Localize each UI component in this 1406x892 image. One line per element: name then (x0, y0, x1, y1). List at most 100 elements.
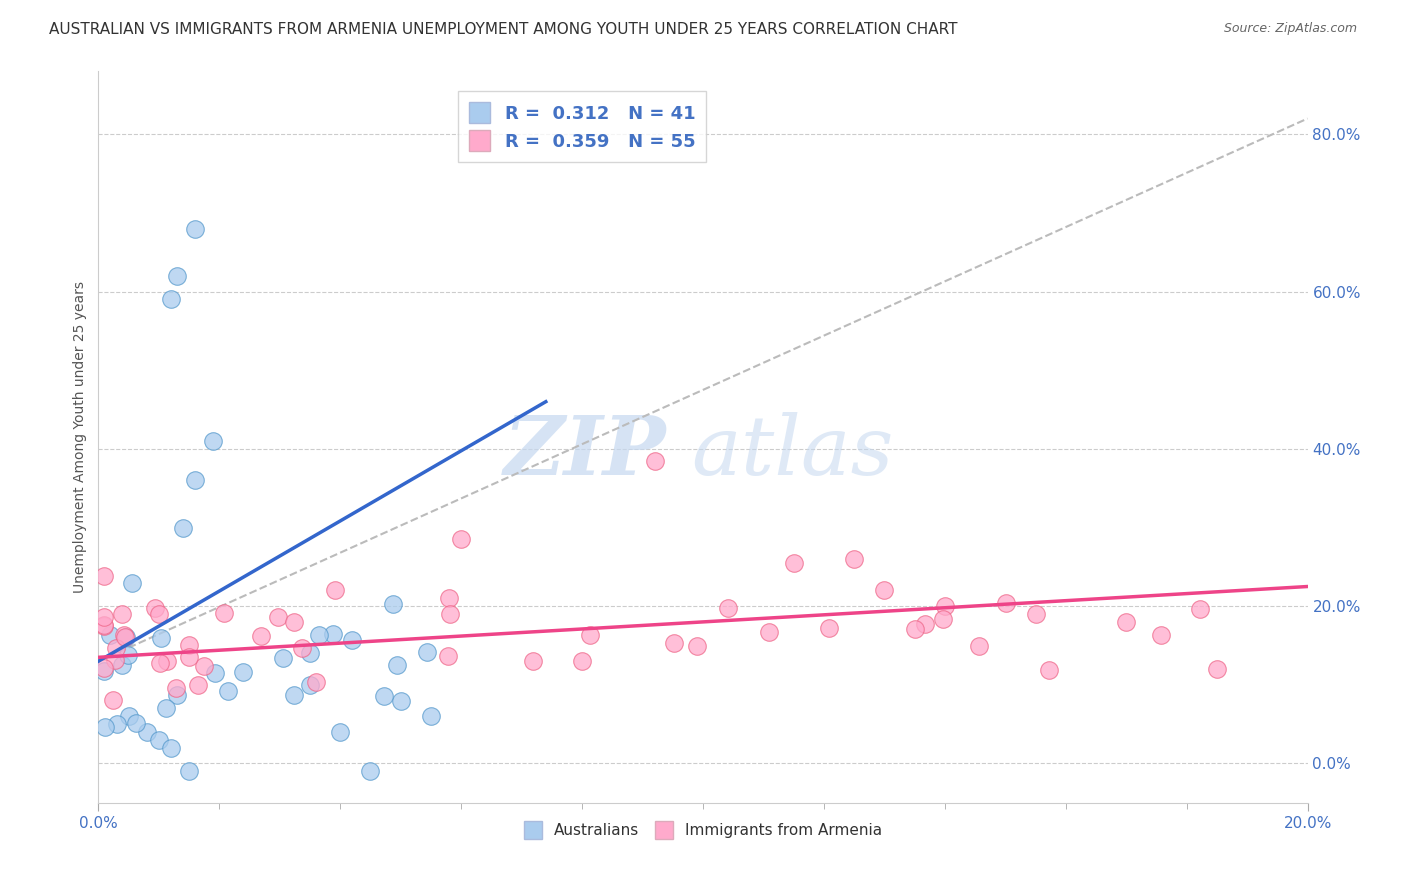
Point (644, 453, 666, 467)
Y-axis label: Unemployment Among Youth under 25 years: Unemployment Among Youth under 25 years (73, 281, 87, 593)
Point (322, 627, 344, 641)
Point (93, 617, 115, 632)
Point (1038, 663, 1060, 677)
Point (340, 632, 363, 647)
Point (931, 612, 953, 626)
Point (156, 653, 179, 667)
Point (104, 653, 127, 667)
Point (125, 716, 148, 731)
Point (98, 627, 121, 641)
Point (1024, 607, 1046, 621)
Point (522, 654, 544, 668)
Point (118, 709, 141, 723)
Point (160, 293, 183, 307)
Point (299, 678, 322, 692)
Point (94, 720, 117, 734)
Point (177, 638, 200, 652)
Point (93, 569, 115, 583)
Point (149, 631, 172, 645)
Point (143, 601, 166, 615)
Point (579, 628, 602, 642)
Point (439, 607, 461, 622)
Point (904, 622, 927, 636)
Legend: Australians, Immigrants from Armenia: Australians, Immigrants from Armenia (516, 814, 890, 847)
Point (571, 654, 593, 668)
Point (450, 533, 472, 547)
Point (166, 268, 188, 283)
Point (93, 610, 115, 624)
Text: ZIP: ZIP (505, 412, 666, 491)
Point (217, 683, 239, 698)
Point (662, 636, 685, 650)
Point (387, 658, 409, 673)
Point (381, 598, 404, 612)
Point (149, 656, 172, 670)
Point (436, 648, 458, 663)
Point (283, 688, 305, 702)
Point (110, 657, 132, 672)
Point (117, 648, 139, 663)
Text: AUSTRALIAN VS IMMIGRANTS FROM ARMENIA UNEMPLOYMENT AMONG YOUTH UNDER 25 YEARS CO: AUSTRALIAN VS IMMIGRANTS FROM ARMENIA UN… (49, 22, 957, 37)
Point (360, 764, 382, 779)
Point (93, 619, 115, 633)
Point (967, 639, 990, 653)
Point (232, 665, 254, 679)
Point (420, 709, 443, 723)
Point (1189, 601, 1212, 615)
Point (686, 639, 709, 653)
Point (114, 630, 136, 644)
Point (305, 675, 328, 690)
Point (179, 650, 201, 665)
Point (103, 693, 125, 707)
Point (1115, 615, 1137, 629)
Point (1150, 628, 1173, 642)
Point (93, 664, 115, 678)
Point (202, 434, 225, 448)
Point (112, 628, 135, 642)
Point (204, 666, 226, 681)
Point (172, 520, 194, 534)
Point (250, 629, 273, 643)
Point (135, 725, 157, 739)
Point (93, 661, 115, 675)
Point (165, 681, 187, 695)
Point (148, 607, 170, 622)
Point (995, 596, 1018, 610)
Point (160, 740, 183, 755)
Point (184, 473, 207, 487)
Point (184, 221, 207, 235)
Point (193, 659, 215, 673)
Point (212, 607, 235, 621)
Point (758, 625, 780, 640)
Point (416, 645, 439, 659)
Point (844, 552, 866, 566)
Point (111, 607, 134, 621)
Point (148, 732, 170, 747)
Text: atlas: atlas (690, 412, 893, 491)
Point (121, 575, 143, 590)
Point (283, 615, 305, 629)
Point (291, 641, 314, 656)
Point (817, 621, 839, 635)
Point (873, 583, 896, 598)
Point (323, 583, 346, 598)
Point (166, 688, 188, 702)
Point (1206, 662, 1229, 676)
Point (308, 627, 330, 641)
Point (267, 609, 290, 624)
Point (437, 591, 460, 606)
Point (115, 630, 138, 644)
Point (299, 646, 322, 660)
Point (155, 700, 177, 714)
Point (105, 717, 128, 731)
Point (934, 599, 956, 614)
Point (914, 617, 936, 632)
Point (179, 764, 201, 779)
Point (187, 678, 209, 692)
Point (717, 601, 740, 615)
Text: Source: ZipAtlas.com: Source: ZipAtlas.com (1223, 22, 1357, 36)
Point (329, 725, 352, 739)
Point (105, 641, 128, 656)
Point (783, 556, 806, 570)
Point (389, 693, 412, 707)
